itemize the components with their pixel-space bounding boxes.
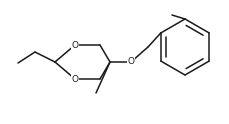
Text: O: O xyxy=(128,58,134,66)
Text: O: O xyxy=(71,41,79,49)
Text: O: O xyxy=(71,75,79,83)
